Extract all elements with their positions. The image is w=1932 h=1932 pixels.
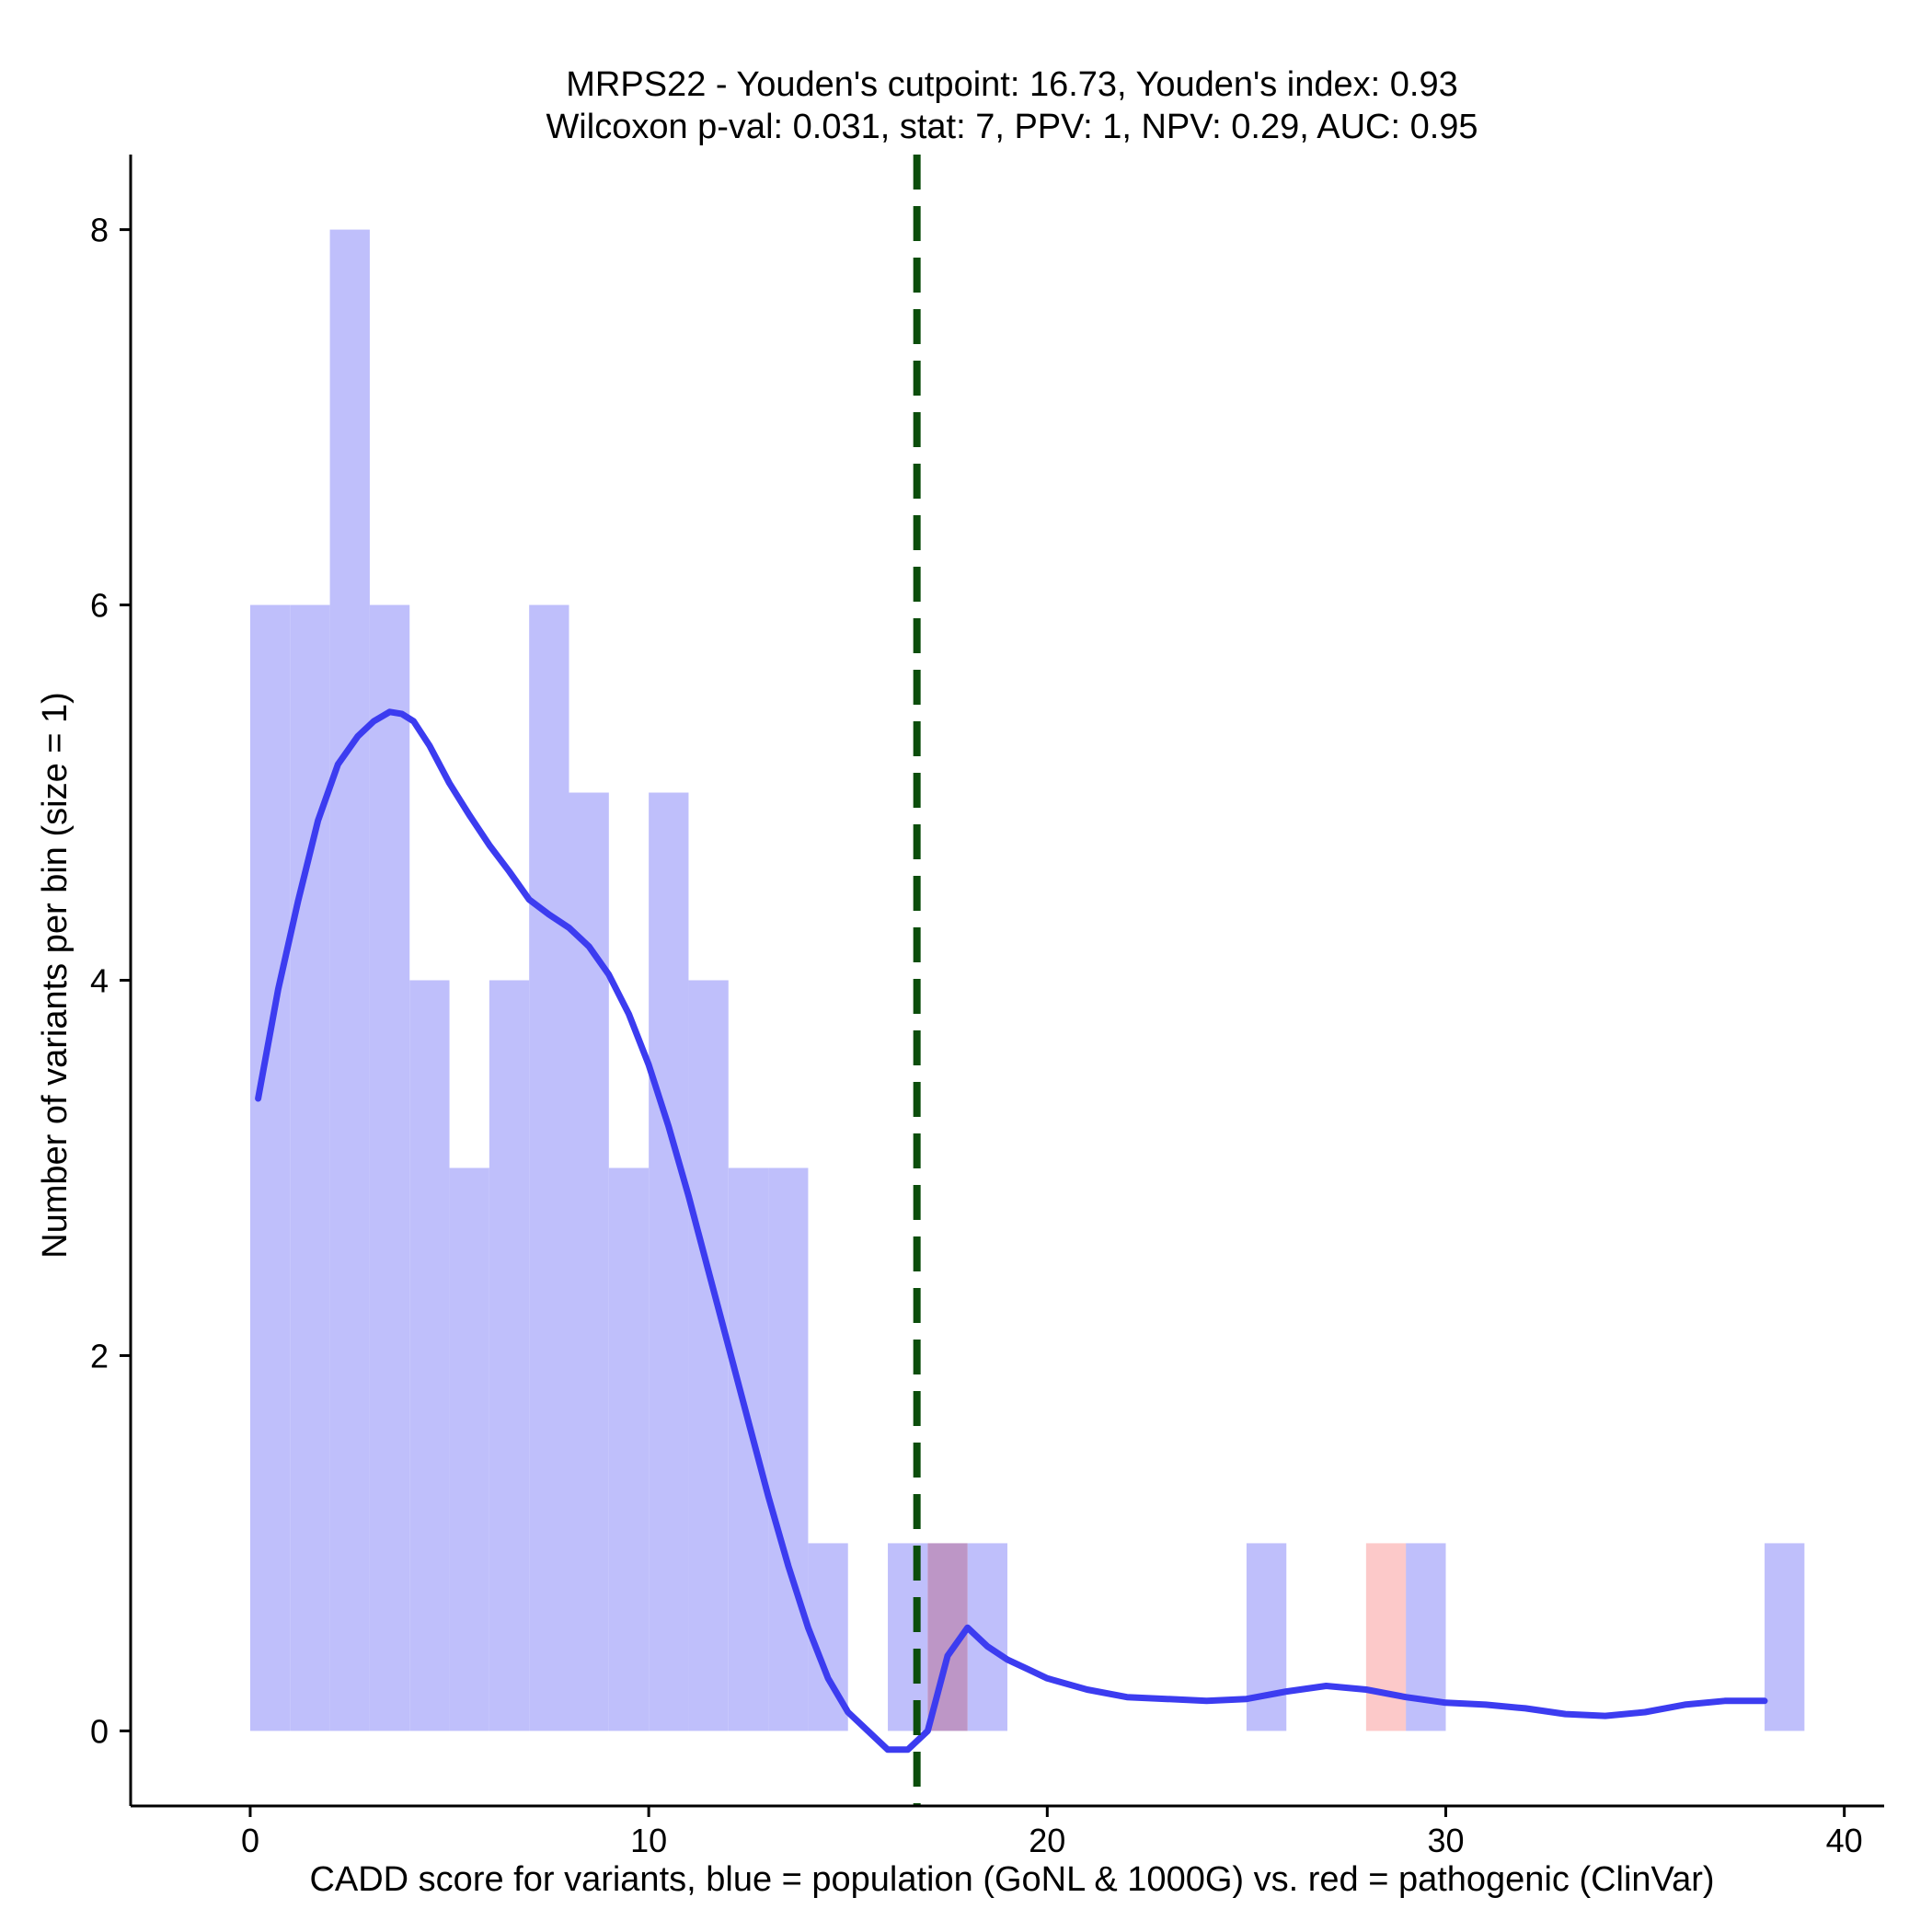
population-bar-25 [1246, 1543, 1287, 1731]
population-bar-10 [649, 792, 689, 1731]
population-bar-16 [888, 1543, 928, 1731]
population-bar-11 [688, 980, 729, 1731]
y-tick-label-0: 0 [90, 1712, 109, 1750]
y-tick-label-4: 4 [90, 962, 109, 1000]
population-bar-1 [290, 604, 330, 1731]
population-bar-12 [728, 1167, 769, 1731]
population-histogram [249, 229, 1805, 1731]
y-ticks: 0 2 4 6 8 [90, 212, 131, 1750]
x-tick-label-20: 20 [1029, 1822, 1065, 1859]
y-tick-label-6: 6 [90, 587, 109, 625]
x-tick-label-10: 10 [630, 1822, 667, 1859]
chart-subtitle: Wilcoxon p-val: 0.031, stat: 7, PPV: 1, … [546, 108, 1478, 146]
y-tick-label-2: 2 [90, 1337, 109, 1374]
population-bar-13 [768, 1167, 809, 1731]
population-bar-3 [369, 604, 410, 1731]
y-axis-label: Number of variants per bin (size = 1) [36, 692, 75, 1259]
population-bar-6 [489, 980, 530, 1731]
population-bar-0 [249, 604, 291, 1731]
x-tick-label-40: 40 [1826, 1822, 1863, 1859]
population-density-curve [255, 708, 1768, 1754]
pathogenic-bar-28 [1365, 1543, 1407, 1731]
population-bar-9 [608, 1167, 650, 1731]
x-tick-label-30: 30 [1427, 1822, 1464, 1859]
x-ticks: 0 10 20 30 40 [241, 1806, 1863, 1859]
x-tick-label-0: 0 [241, 1822, 259, 1859]
population-bar-7 [529, 604, 569, 1731]
y-tick-label-8: 8 [90, 212, 109, 249]
population-bar-5 [449, 1167, 489, 1731]
chart-title: MRPS22 - Youden's cutpoint: 16.73, Youde… [566, 65, 1457, 104]
population-bar-2 [329, 229, 370, 1731]
population-bar-4 [409, 980, 450, 1731]
population-bar-38 [1765, 1543, 1805, 1731]
x-axis-label: CADD score for variants, blue = populati… [309, 1860, 1714, 1899]
